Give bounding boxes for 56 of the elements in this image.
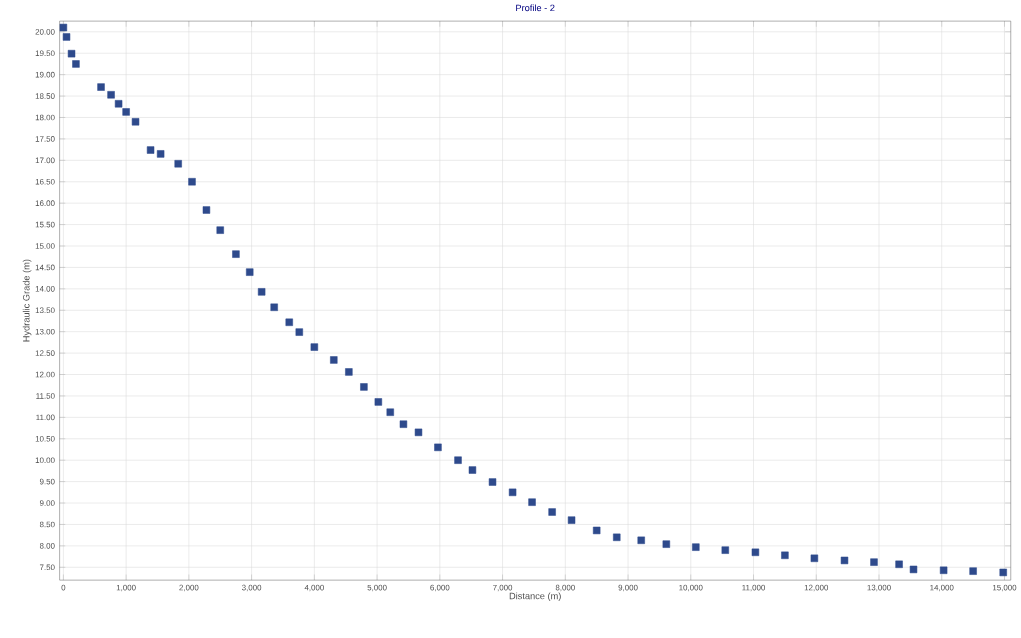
point <box>374 398 383 406</box>
point <box>131 117 140 126</box>
x-axis-title: Distance (m) <box>509 592 561 601</box>
point <box>156 150 165 158</box>
point <box>270 303 278 311</box>
point <box>969 567 977 575</box>
chart-title: Profile - 2 <box>516 4 555 11</box>
point <box>257 287 266 296</box>
point <box>721 546 729 554</box>
point <box>107 90 115 99</box>
point <box>285 318 293 326</box>
point <box>528 498 536 506</box>
point <box>59 23 68 32</box>
y-axis-title: Hydraulic Grade (m) <box>22 259 32 342</box>
point <box>399 420 408 428</box>
point <box>939 566 948 574</box>
point <box>246 268 254 276</box>
point <box>909 565 918 573</box>
point <box>637 536 645 544</box>
point <box>488 478 497 486</box>
point <box>548 508 556 516</box>
point <box>662 540 671 548</box>
point <box>67 49 76 58</box>
point <box>188 177 196 186</box>
point <box>174 159 182 168</box>
point <box>114 99 123 108</box>
point <box>414 428 423 436</box>
point <box>870 558 878 566</box>
point <box>97 83 105 91</box>
point <box>454 456 462 464</box>
point <box>72 60 80 68</box>
point <box>146 146 155 154</box>
point <box>216 226 224 234</box>
point <box>345 368 353 376</box>
point <box>434 443 442 451</box>
point <box>330 356 338 364</box>
point <box>202 206 211 214</box>
point <box>386 408 394 416</box>
point <box>751 548 760 556</box>
point <box>295 328 303 336</box>
point <box>508 488 517 496</box>
point <box>999 568 1007 576</box>
point <box>613 533 621 541</box>
point <box>567 516 576 524</box>
point <box>122 108 130 116</box>
point <box>810 554 819 562</box>
point <box>781 551 789 559</box>
point <box>232 250 240 258</box>
point <box>692 543 700 551</box>
point <box>62 33 71 41</box>
point <box>360 383 368 391</box>
point <box>468 466 477 474</box>
point <box>840 556 849 564</box>
point <box>310 343 319 351</box>
point <box>895 560 903 568</box>
point <box>592 526 601 534</box>
